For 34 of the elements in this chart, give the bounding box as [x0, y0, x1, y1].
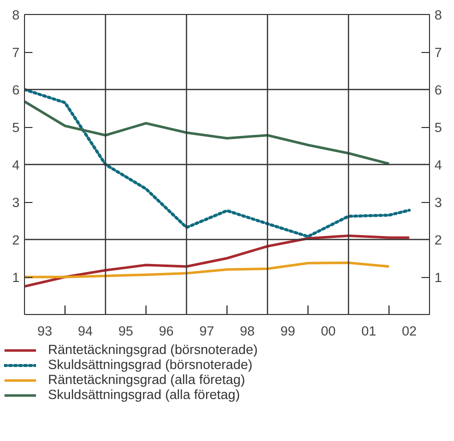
- y-tick-label: 8: [12, 8, 20, 22]
- y-tick-label: 6: [12, 82, 20, 98]
- x-tick-label: 98: [240, 324, 255, 338]
- y2-tick-label: 2: [434, 232, 442, 248]
- y2-tick-label: 7: [434, 45, 442, 60]
- y-tick-label: 3: [12, 195, 20, 210]
- legend-label: Skuldsättningsgrad (alla företag): [48, 387, 240, 402]
- y2-tick-label: 6: [434, 82, 442, 98]
- line-series: [24, 88, 411, 238]
- x-tick-label: 01: [361, 324, 376, 338]
- line-series: [24, 262, 390, 278]
- legend-label: Räntetäckningsgrad (alla företag): [48, 372, 246, 387]
- y2-tick-label: 1: [434, 270, 442, 285]
- y-tick-label: 2: [12, 232, 20, 248]
- y2-tick-label: 3: [434, 195, 442, 210]
- x-tick-label: 97: [199, 324, 214, 338]
- x-tick-label: 99: [280, 324, 296, 338]
- x-tick-label: 94: [78, 324, 94, 338]
- y-tick-label: 1: [12, 270, 20, 285]
- y2-tick-label: 4: [434, 158, 442, 172]
- x-tick-label: 95: [118, 324, 134, 338]
- x-tick-label: 96: [158, 324, 174, 338]
- x-tick-label: 00: [320, 324, 336, 338]
- line-series: [24, 100, 390, 165]
- y2-tick-label: 8: [434, 8, 442, 22]
- y-tick-label: 4: [12, 158, 20, 172]
- x-tick-label: 93: [37, 324, 52, 338]
- y-tick-label: 7: [12, 45, 20, 60]
- line-series: [24, 234, 410, 288]
- legend-label: Skuldsättningsgrad (börsnoterade): [48, 357, 252, 372]
- y-tick-label: 5: [12, 120, 20, 135]
- legend-label: Räntetäckningsgrad (börsnoterade): [48, 342, 258, 357]
- y2-tick-label: 5: [434, 120, 442, 135]
- x-tick-label: 02: [402, 324, 417, 338]
